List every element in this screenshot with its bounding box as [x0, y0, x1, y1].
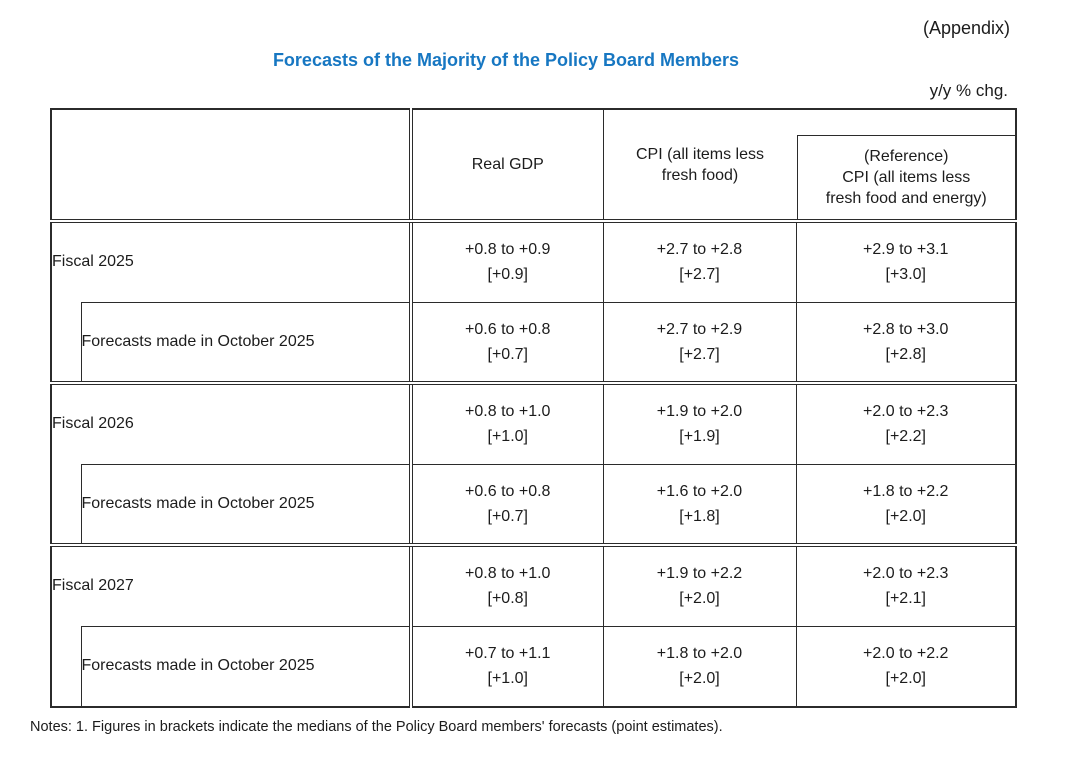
row-label: Forecasts made in October 2025 — [80, 463, 411, 547]
indent-spacer — [51, 302, 81, 385]
cell-cpi-reference: +2.0 to +2.3 [+2.1] — [795, 545, 1016, 626]
row-label: Fiscal 2026 — [52, 415, 134, 433]
forecast-table: Real GDP CPI (all items less fresh food)… — [50, 108, 1017, 708]
cell-gdp: +0.6 to +0.8 [+0.7] — [409, 463, 603, 547]
table-row-fiscal-2027: Fiscal 2027 +0.8 to +1.0 [+0.8] +1.9 to … — [51, 545, 1016, 626]
row-label: Forecasts made in October 2025 — [80, 301, 411, 385]
indent-spacer — [51, 464, 81, 547]
cell-cpi-reference: +2.0 to +2.2 [+2.0] — [795, 625, 1016, 707]
table-row-october-forecast-2026: Forecasts made in October 2025 +0.6 to +… — [51, 463, 1016, 547]
cell-cpi-reference: +2.8 to +3.0 [+2.8] — [795, 301, 1016, 385]
col-header-cpi-reference: (Reference) CPI (all items less fresh fo… — [796, 135, 1015, 219]
cell-cpi: +2.7 to +2.8 [+2.7] — [602, 221, 796, 302]
cell-gdp: +0.8 to +1.0 [+0.8] — [409, 545, 603, 626]
table-row-october-forecast-2027: Forecasts made in October 2025 +0.7 to +… — [51, 625, 1016, 707]
appendix-label: (Appendix) — [922, 18, 1010, 38]
cell-gdp: +0.7 to +1.1 [+1.0] — [409, 625, 603, 707]
cell-gdp: +0.8 to +0.9 [+0.9] — [409, 221, 603, 302]
cell-gdp: +0.8 to +1.0 [+1.0] — [409, 383, 603, 464]
table-row-october-forecast-2025: Forecasts made in October 2025 +0.6 to +… — [51, 301, 1016, 385]
table-row-fiscal-2026: Fiscal 2026 +0.8 to +1.0 [+1.0] +1.9 to … — [51, 383, 1016, 464]
cell-gdp: +0.6 to +0.8 [+0.7] — [409, 301, 603, 385]
table-row-fiscal-2025: Fiscal 2025 +0.8 to +0.9 [+0.9] +2.7 to … — [51, 221, 1016, 302]
page-title: Forecasts of the Majority of the Policy … — [272, 50, 740, 70]
cell-cpi: +1.9 to +2.0 [+1.9] — [602, 383, 796, 464]
col-header-cpi-group: CPI (all items less fresh food) (Referen… — [602, 109, 1016, 223]
col-header-cpi: CPI (all items less fresh food) — [635, 145, 765, 184]
cell-cpi: +2.7 to +2.9 [+2.7] — [602, 301, 796, 385]
cell-cpi: +1.9 to +2.2 [+2.0] — [602, 545, 796, 626]
row-label: Fiscal 2027 — [52, 577, 134, 595]
cell-cpi: +1.6 to +2.0 [+1.8] — [602, 463, 796, 547]
cell-cpi-reference: +2.9 to +3.1 [+3.0] — [795, 221, 1016, 302]
col-header-real-gdp: Real GDP — [409, 109, 603, 223]
table-header-row: Real GDP CPI (all items less fresh food)… — [51, 109, 1016, 223]
table-corner-cell — [51, 109, 411, 223]
cell-cpi: +1.8 to +2.0 [+2.0] — [602, 625, 796, 707]
indent-spacer — [51, 626, 81, 707]
cell-cpi-reference: +2.0 to +2.3 [+2.2] — [795, 383, 1016, 464]
row-label: Forecasts made in October 2025 — [80, 625, 411, 707]
unit-label: y/y % chg. — [929, 81, 1008, 100]
row-label: Fiscal 2025 — [52, 253, 134, 271]
notes-text: Notes: 1. Figures in brackets indicate t… — [30, 719, 723, 735]
cell-cpi-reference: +1.8 to +2.2 [+2.0] — [795, 463, 1016, 547]
